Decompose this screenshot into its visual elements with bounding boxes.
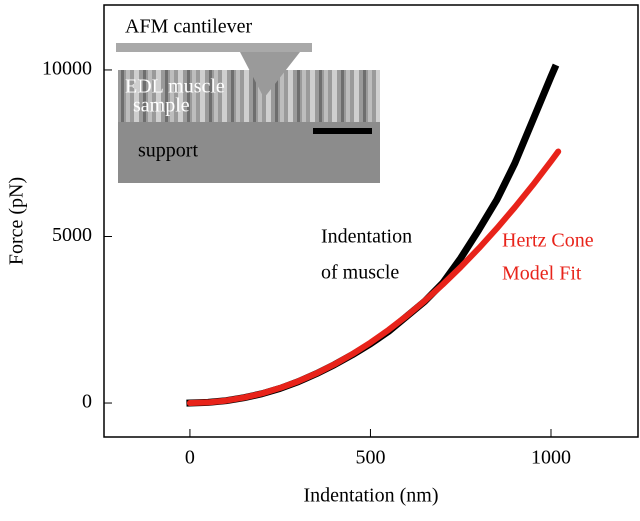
x-axis-label: Indentation (nm) [304,485,439,507]
annotation: AFM cantilever [125,16,253,38]
data-line [186,148,562,407]
annotation: support [138,140,198,162]
y-tick-label: 5000 [52,224,92,246]
y-tick-label: 10000 [42,58,92,80]
annotation: of muscle [321,262,399,284]
annotation: Model Fit [502,263,582,285]
x-tick-label: 1000 [531,447,571,469]
x-tick-label: 500 [355,447,385,469]
annotation: EDL muscle [125,76,225,98]
plot-frame [103,4,639,438]
y-tick-label: 0 [82,391,92,413]
y-axis-label: Force (pN) [6,177,28,265]
annotation: Indentation [321,226,412,248]
x-tick-label: 0 [185,447,195,469]
inset-diagram [116,43,380,183]
annotation: Hertz Cone [502,230,594,252]
annotation: sample [133,95,190,117]
